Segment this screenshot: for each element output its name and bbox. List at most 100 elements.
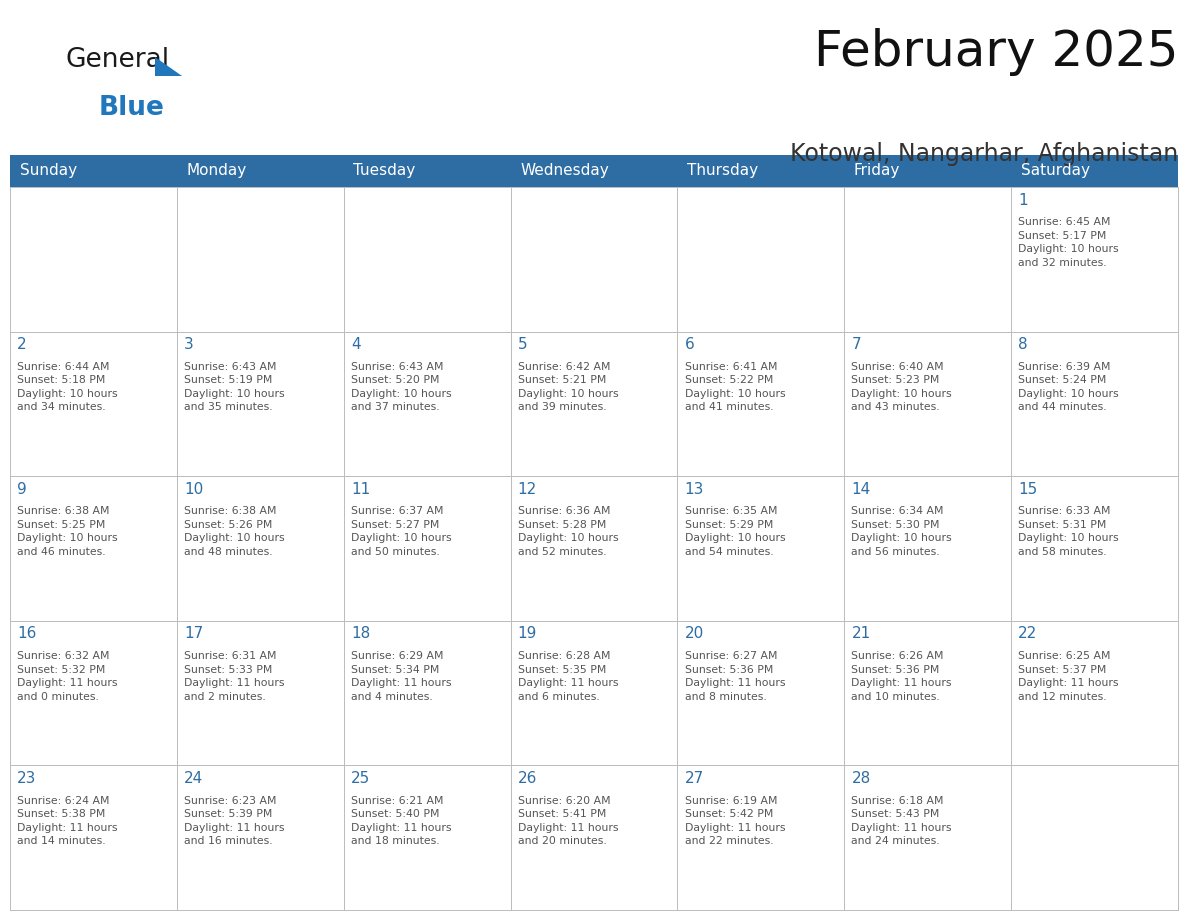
Text: 26: 26 [518, 771, 537, 786]
Text: Sunset: 5:19 PM: Sunset: 5:19 PM [184, 375, 272, 386]
Text: and 50 minutes.: and 50 minutes. [350, 547, 440, 557]
Text: Daylight: 10 hours: Daylight: 10 hours [184, 533, 285, 543]
Bar [677, 621, 845, 766]
Text: Tuesday: Tuesday [353, 163, 416, 178]
Bar [177, 476, 343, 621]
Text: Sunrise: 6:43 AM: Sunrise: 6:43 AM [184, 362, 277, 372]
Text: Sunset: 5:22 PM: Sunset: 5:22 PM [684, 375, 773, 386]
Bar [1011, 187, 1178, 331]
Text: Daylight: 11 hours: Daylight: 11 hours [184, 823, 284, 833]
Text: 8: 8 [1018, 337, 1028, 353]
Text: Daylight: 10 hours: Daylight: 10 hours [1018, 389, 1119, 399]
Text: Sunrise: 6:35 AM: Sunrise: 6:35 AM [684, 507, 777, 517]
Text: 21: 21 [852, 626, 871, 642]
Text: 23: 23 [17, 771, 37, 786]
Text: and 35 minutes.: and 35 minutes. [184, 402, 272, 412]
Text: and 4 minutes.: and 4 minutes. [350, 691, 432, 701]
Text: Sunset: 5:29 PM: Sunset: 5:29 PM [684, 520, 773, 530]
Text: and 16 minutes.: and 16 minutes. [184, 836, 272, 846]
Bar [1011, 766, 1178, 910]
Bar [511, 766, 677, 910]
Text: 18: 18 [350, 626, 371, 642]
Text: Sunset: 5:43 PM: Sunset: 5:43 PM [852, 809, 940, 819]
Text: Sunset: 5:30 PM: Sunset: 5:30 PM [852, 520, 940, 530]
Text: Sunset: 5:36 PM: Sunset: 5:36 PM [852, 665, 940, 675]
Text: Sunset: 5:26 PM: Sunset: 5:26 PM [184, 520, 272, 530]
Text: Sunrise: 6:45 AM: Sunrise: 6:45 AM [1018, 218, 1111, 228]
Text: 12: 12 [518, 482, 537, 497]
Bar [10, 331, 177, 476]
Text: Sunset: 5:31 PM: Sunset: 5:31 PM [1018, 520, 1107, 530]
Text: Sunset: 5:41 PM: Sunset: 5:41 PM [518, 809, 606, 819]
Text: Wednesday: Wednesday [520, 163, 608, 178]
Text: Daylight: 11 hours: Daylight: 11 hours [1018, 678, 1119, 688]
Text: Sunrise: 6:38 AM: Sunrise: 6:38 AM [17, 507, 109, 517]
Bar [677, 766, 845, 910]
Text: and 58 minutes.: and 58 minutes. [1018, 547, 1107, 557]
Text: Sunrise: 6:41 AM: Sunrise: 6:41 AM [684, 362, 777, 372]
Text: Daylight: 10 hours: Daylight: 10 hours [350, 533, 451, 543]
Text: 13: 13 [684, 482, 704, 497]
Text: and 18 minutes.: and 18 minutes. [350, 836, 440, 846]
Text: 16: 16 [17, 626, 37, 642]
Text: and 10 minutes.: and 10 minutes. [852, 691, 940, 701]
Text: Daylight: 11 hours: Daylight: 11 hours [684, 678, 785, 688]
Bar [845, 766, 1011, 910]
Text: Sunset: 5:32 PM: Sunset: 5:32 PM [17, 665, 106, 675]
Text: and 41 minutes.: and 41 minutes. [684, 402, 773, 412]
Bar [677, 331, 845, 476]
Bar [1011, 621, 1178, 766]
Text: Sunrise: 6:26 AM: Sunrise: 6:26 AM [852, 651, 944, 661]
Text: and 56 minutes.: and 56 minutes. [852, 547, 940, 557]
Text: Sunset: 5:34 PM: Sunset: 5:34 PM [350, 665, 440, 675]
Text: Sunrise: 6:32 AM: Sunrise: 6:32 AM [17, 651, 109, 661]
Text: Sunrise: 6:37 AM: Sunrise: 6:37 AM [350, 507, 443, 517]
Bar [1011, 331, 1178, 476]
Text: Sunrise: 6:24 AM: Sunrise: 6:24 AM [17, 796, 109, 806]
Text: and 46 minutes.: and 46 minutes. [17, 547, 106, 557]
Text: Daylight: 10 hours: Daylight: 10 hours [17, 389, 118, 399]
Bar [845, 476, 1011, 621]
Bar [511, 331, 677, 476]
Text: Daylight: 10 hours: Daylight: 10 hours [17, 533, 118, 543]
Bar [177, 331, 343, 476]
Bar [845, 187, 1011, 331]
Text: Daylight: 10 hours: Daylight: 10 hours [852, 533, 952, 543]
Bar [10, 155, 1178, 187]
Text: Sunset: 5:20 PM: Sunset: 5:20 PM [350, 375, 440, 386]
Bar [177, 621, 343, 766]
Text: Daylight: 10 hours: Daylight: 10 hours [684, 389, 785, 399]
Text: and 54 minutes.: and 54 minutes. [684, 547, 773, 557]
Text: and 22 minutes.: and 22 minutes. [684, 836, 773, 846]
Text: Sunrise: 6:43 AM: Sunrise: 6:43 AM [350, 362, 443, 372]
Text: Daylight: 11 hours: Daylight: 11 hours [17, 823, 118, 833]
Bar [677, 187, 845, 331]
Text: and 43 minutes.: and 43 minutes. [852, 402, 940, 412]
Text: Sunrise: 6:39 AM: Sunrise: 6:39 AM [1018, 362, 1111, 372]
Bar [677, 476, 845, 621]
Text: Sunrise: 6:20 AM: Sunrise: 6:20 AM [518, 796, 611, 806]
Text: Monday: Monday [187, 163, 247, 178]
Text: 7: 7 [852, 337, 861, 353]
Text: Sunset: 5:27 PM: Sunset: 5:27 PM [350, 520, 440, 530]
Text: 5: 5 [518, 337, 527, 353]
Text: 9: 9 [17, 482, 27, 497]
Text: Sunrise: 6:44 AM: Sunrise: 6:44 AM [17, 362, 109, 372]
Text: Sunrise: 6:38 AM: Sunrise: 6:38 AM [184, 507, 277, 517]
Text: Daylight: 11 hours: Daylight: 11 hours [17, 678, 118, 688]
Text: 17: 17 [184, 626, 203, 642]
Text: Sunrise: 6:18 AM: Sunrise: 6:18 AM [852, 796, 944, 806]
Text: Sunset: 5:38 PM: Sunset: 5:38 PM [17, 809, 106, 819]
Bar [511, 187, 677, 331]
Text: Daylight: 11 hours: Daylight: 11 hours [518, 678, 618, 688]
Text: 10: 10 [184, 482, 203, 497]
Bar [343, 621, 511, 766]
Bar [845, 331, 1011, 476]
Text: Sunrise: 6:25 AM: Sunrise: 6:25 AM [1018, 651, 1111, 661]
Bar [10, 187, 177, 331]
Text: 27: 27 [684, 771, 703, 786]
Text: and 0 minutes.: and 0 minutes. [17, 691, 99, 701]
Text: Sunrise: 6:29 AM: Sunrise: 6:29 AM [350, 651, 443, 661]
Bar [343, 766, 511, 910]
Text: and 12 minutes.: and 12 minutes. [1018, 691, 1107, 701]
